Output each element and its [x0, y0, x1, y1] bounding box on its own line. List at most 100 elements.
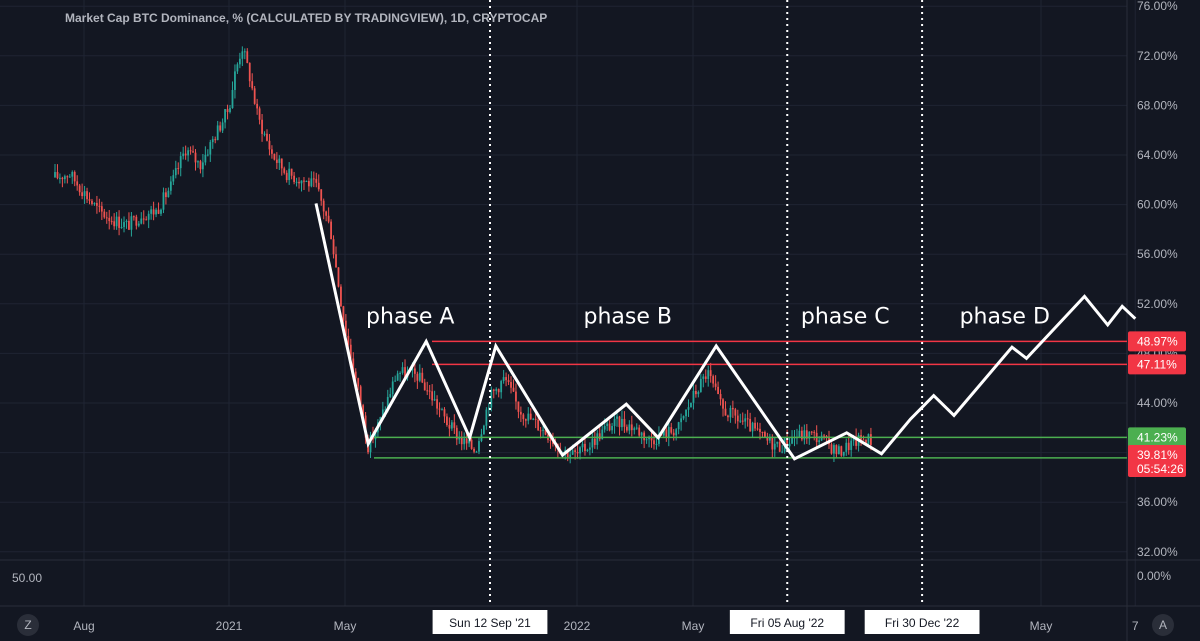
candle-body — [490, 389, 493, 408]
candle-body — [317, 182, 320, 190]
candle-body — [682, 416, 685, 419]
current-price-label: 39.81% — [1137, 448, 1178, 462]
candle-body — [246, 51, 249, 63]
candle-body — [209, 142, 212, 155]
candle-body — [91, 200, 93, 204]
candle-body — [421, 372, 424, 383]
candle-body — [342, 306, 345, 321]
candle-body — [798, 430, 801, 438]
candle-body — [315, 178, 318, 183]
candle-body — [475, 451, 478, 453]
candle-body — [266, 133, 268, 141]
y-tick-label: 56.00% — [1137, 247, 1178, 261]
candle-body — [823, 435, 825, 437]
candle-body — [248, 62, 251, 82]
candle-body — [172, 175, 175, 182]
candle-body — [369, 435, 372, 453]
candle-body — [549, 439, 552, 441]
candle-body — [428, 390, 431, 392]
candle-body — [123, 222, 125, 228]
candle-body — [628, 424, 631, 431]
level-price-label: 48.97% — [1137, 334, 1178, 348]
candle-body — [544, 429, 547, 435]
candle-body — [140, 218, 143, 224]
candle-body — [206, 154, 209, 156]
candle-body — [598, 433, 601, 440]
candle-body — [443, 409, 446, 417]
candle-body — [182, 153, 185, 157]
candle-body — [300, 180, 303, 184]
candle-body — [332, 239, 335, 255]
candle-body — [754, 422, 756, 429]
auto-scale-button-bg — [1152, 614, 1174, 636]
candle-body — [640, 432, 643, 436]
candle-body — [805, 430, 808, 439]
level-price-label-bg — [1128, 331, 1186, 352]
candle-body — [680, 418, 683, 423]
candle-body — [749, 418, 752, 432]
axes: 76.00% 72.00% 68.00% 64.00% 60.00% 56.00% 52.0… — [73, 0, 1186, 634]
candle-body — [672, 432, 675, 436]
candle-body — [539, 430, 542, 432]
auto-scale-button[interactable]: A — [1152, 614, 1174, 636]
candle-body — [709, 370, 712, 377]
candle-body — [120, 227, 123, 229]
auto-scale-button-label: A — [1159, 618, 1167, 632]
candle-body — [391, 381, 394, 395]
candle-body — [288, 168, 291, 181]
candle-body — [495, 389, 498, 391]
level-price-label: 41.23% — [1137, 430, 1178, 444]
candle-body — [157, 209, 160, 214]
candle-body — [581, 443, 584, 448]
candle-body — [214, 139, 217, 141]
vertical-markers — [489, 0, 924, 606]
candle-body — [352, 358, 355, 372]
sub-pane-right-value: 0.00% — [1137, 569, 1171, 583]
candle-body — [677, 422, 680, 430]
candle-body — [298, 181, 300, 184]
timezone-button[interactable]: Z — [17, 614, 39, 636]
candle-body — [529, 413, 532, 420]
candle-body — [818, 440, 821, 443]
candle-body — [105, 217, 108, 219]
candle-body — [865, 439, 867, 445]
candle-body — [867, 434, 870, 445]
candle-body — [870, 434, 872, 445]
candle-body — [576, 451, 579, 454]
price-candles — [54, 46, 872, 464]
candle-body — [160, 209, 162, 214]
candle-body — [362, 405, 365, 416]
candle-body — [197, 161, 199, 163]
candle-body — [86, 191, 88, 200]
candle-body — [305, 180, 308, 182]
phase-label: phase B — [584, 305, 672, 330]
candle-body — [283, 168, 286, 173]
candle-body — [810, 431, 813, 433]
candle-body — [766, 437, 769, 441]
candle-body — [137, 223, 140, 226]
candle-body — [611, 426, 613, 431]
candle-body — [483, 425, 485, 435]
candle-body — [221, 122, 224, 131]
candle-body — [781, 451, 784, 453]
candle-body — [241, 51, 244, 59]
candle-body — [773, 443, 776, 450]
candle-body — [258, 108, 261, 120]
candle-body — [59, 177, 61, 179]
candle-body — [354, 371, 357, 379]
candle-body — [593, 438, 596, 445]
candle-body — [303, 180, 305, 182]
candle-body — [768, 437, 771, 441]
candle-body — [487, 407, 490, 410]
candle-body — [791, 438, 793, 444]
candle-body — [285, 172, 288, 181]
candle-body — [162, 192, 165, 210]
candle-body — [537, 419, 540, 431]
candle-body — [416, 373, 419, 381]
candle-body — [667, 427, 670, 438]
candle-body — [643, 432, 646, 441]
candle-body — [653, 440, 655, 445]
candle-body — [731, 407, 734, 410]
candle-body — [736, 415, 739, 422]
